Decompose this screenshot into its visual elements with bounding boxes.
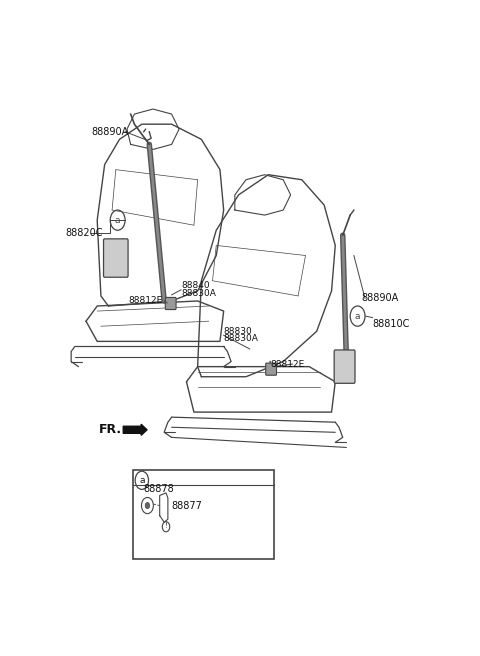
Text: 88890A: 88890A — [361, 293, 398, 304]
Text: 88840: 88840 — [181, 281, 210, 291]
Text: 88812E: 88812E — [129, 297, 163, 306]
Text: FR.: FR. — [99, 423, 122, 436]
Text: a: a — [139, 476, 144, 485]
FancyArrow shape — [123, 424, 147, 436]
Text: 88830A: 88830A — [224, 334, 259, 343]
FancyBboxPatch shape — [104, 239, 128, 277]
Text: 88810C: 88810C — [372, 319, 410, 329]
FancyBboxPatch shape — [165, 297, 176, 310]
Text: 88890A: 88890A — [92, 127, 129, 136]
Bar — [132, 470, 274, 559]
Text: 88878: 88878 — [144, 484, 174, 494]
Text: 88877: 88877 — [172, 501, 203, 510]
Text: 88830A: 88830A — [181, 289, 216, 298]
Text: a: a — [355, 312, 360, 321]
FancyBboxPatch shape — [334, 350, 355, 383]
Text: 88820C: 88820C — [66, 228, 103, 237]
Text: 88812E: 88812E — [270, 359, 304, 369]
Text: 88830: 88830 — [224, 327, 252, 336]
Text: a: a — [115, 216, 120, 224]
FancyBboxPatch shape — [266, 363, 276, 375]
Circle shape — [145, 502, 150, 508]
